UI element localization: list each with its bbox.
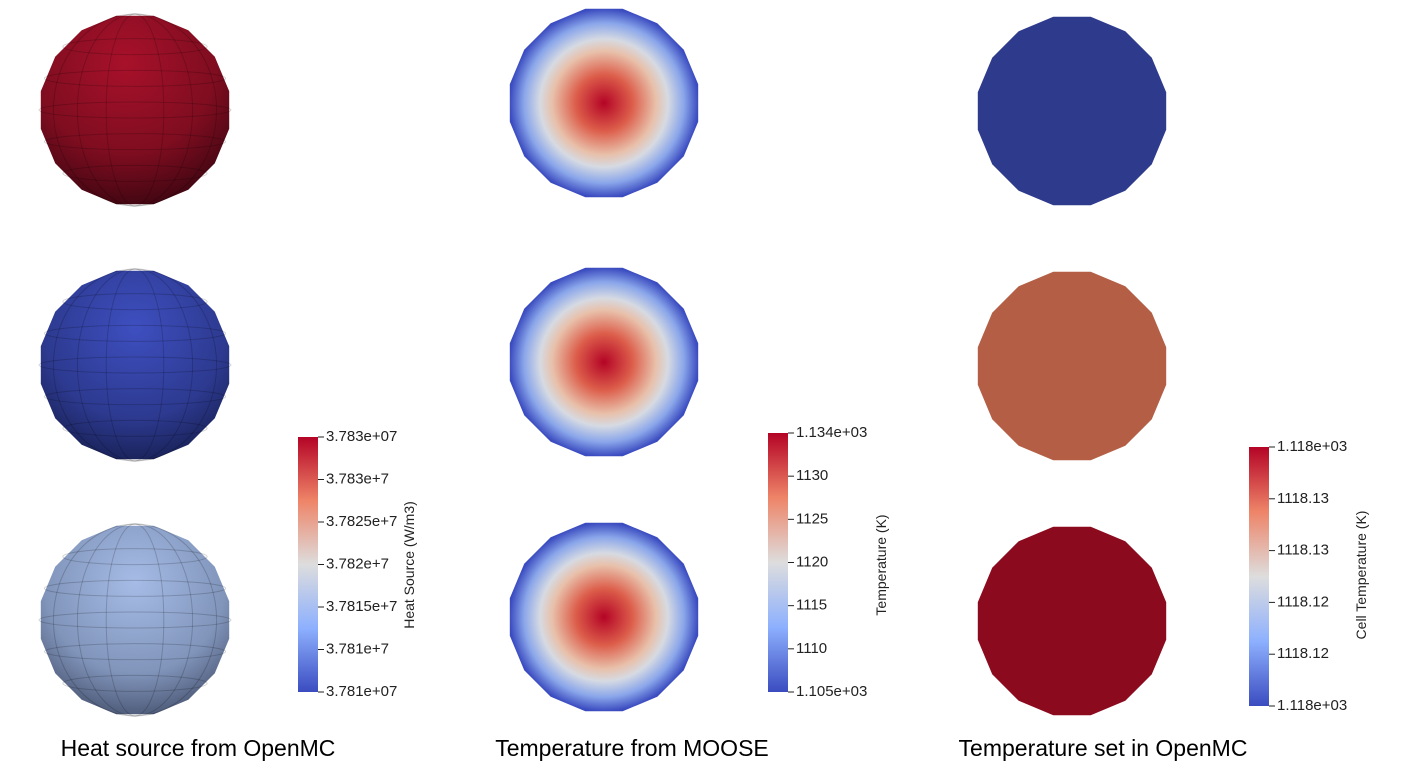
facet-line	[43, 643, 227, 661]
colorbar-tick-label: 1118.12	[1277, 645, 1329, 662]
facet-line	[62, 419, 208, 437]
panel-caption: Temperature set in OpenMC	[959, 735, 1248, 761]
facet-line	[43, 388, 227, 406]
colorbar-title: Heat Source (W/m3)	[401, 501, 417, 629]
colorbar-tick-label: 1.134e+03	[796, 424, 867, 441]
facet-line	[38, 356, 232, 374]
facet-line	[38, 101, 232, 119]
sphere	[509, 522, 699, 712]
colorbar-title: Cell Temperature (K)	[1353, 511, 1369, 640]
colorbar-tick-label: 1120	[796, 553, 828, 570]
sphere	[509, 8, 699, 198]
facet-line	[62, 38, 208, 56]
facet-line	[62, 674, 208, 692]
colorbar-tick-label: 3.7825e+7	[326, 513, 397, 530]
colorbar	[1249, 447, 1269, 706]
facet-line	[43, 133, 227, 151]
colorbar-tick-label: 1.118e+03	[1277, 697, 1347, 714]
sphere	[977, 16, 1167, 206]
colorbar	[298, 437, 318, 692]
colorbar-tick-label: 3.783e+07	[326, 428, 397, 445]
sphere	[40, 525, 230, 715]
facet-line	[105, 268, 165, 462]
sphere-facets	[38, 523, 232, 717]
colorbar-tick-label: 1130	[796, 467, 828, 484]
colorbar-tick-label: 3.782e+7	[326, 555, 389, 572]
sphere	[509, 267, 699, 457]
sphere	[40, 15, 230, 205]
facet-line	[52, 523, 218, 717]
colorbar-tick-label: 3.781e+7	[326, 640, 389, 657]
facet-line	[52, 13, 218, 207]
sphere-facets	[38, 13, 232, 207]
facet-line	[105, 13, 165, 207]
colorbar-tick-label: 1118.13	[1277, 542, 1329, 559]
colorbar-tick-label: 3.781e+07	[326, 683, 397, 700]
colorbar-title: Temperature (K)	[873, 514, 889, 615]
colorbar-tick-label: 1.118e+03	[1277, 438, 1347, 455]
colorbar-tick-label: 1118.12	[1277, 593, 1329, 610]
panel-caption: Heat source from OpenMC	[61, 735, 336, 761]
facet-line	[38, 611, 232, 629]
facet-line	[62, 293, 208, 311]
facet-line	[62, 548, 208, 566]
colorbar-tick-label: 1118.13	[1277, 490, 1329, 507]
colorbar-tick-label: 3.7815e+7	[326, 598, 397, 615]
facet-line	[76, 268, 194, 462]
colorbar-tick-label: 1.105e+03	[796, 683, 867, 700]
facet-line	[43, 579, 227, 597]
facet-line	[43, 324, 227, 342]
facet-line	[52, 268, 218, 462]
sphere	[977, 271, 1167, 461]
colorbar-tick-label: 1110	[796, 640, 827, 657]
facet-line	[105, 523, 165, 717]
facet-line	[76, 523, 194, 717]
sphere-facets	[38, 268, 232, 462]
colorbar-tick-label: 1125	[796, 510, 828, 527]
panel-caption: Temperature from MOOSE	[495, 735, 769, 761]
sphere	[40, 270, 230, 460]
facet-line	[62, 164, 208, 182]
colorbar	[768, 433, 788, 692]
facet-line	[76, 13, 194, 207]
sphere	[977, 526, 1167, 716]
colorbar-tick-label: 3.783e+7	[326, 470, 389, 487]
colorbar-tick-label: 1115	[796, 597, 827, 614]
facet-line	[43, 69, 227, 87]
